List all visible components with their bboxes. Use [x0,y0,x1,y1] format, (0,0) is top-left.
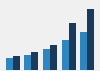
Bar [50,45,57,70]
Bar [6,58,13,70]
Bar [24,55,31,70]
Bar [31,52,38,70]
Bar [80,32,87,70]
Bar [62,40,69,70]
Bar [87,9,94,70]
Bar [43,49,50,70]
Bar [69,23,76,70]
Bar [13,56,20,70]
